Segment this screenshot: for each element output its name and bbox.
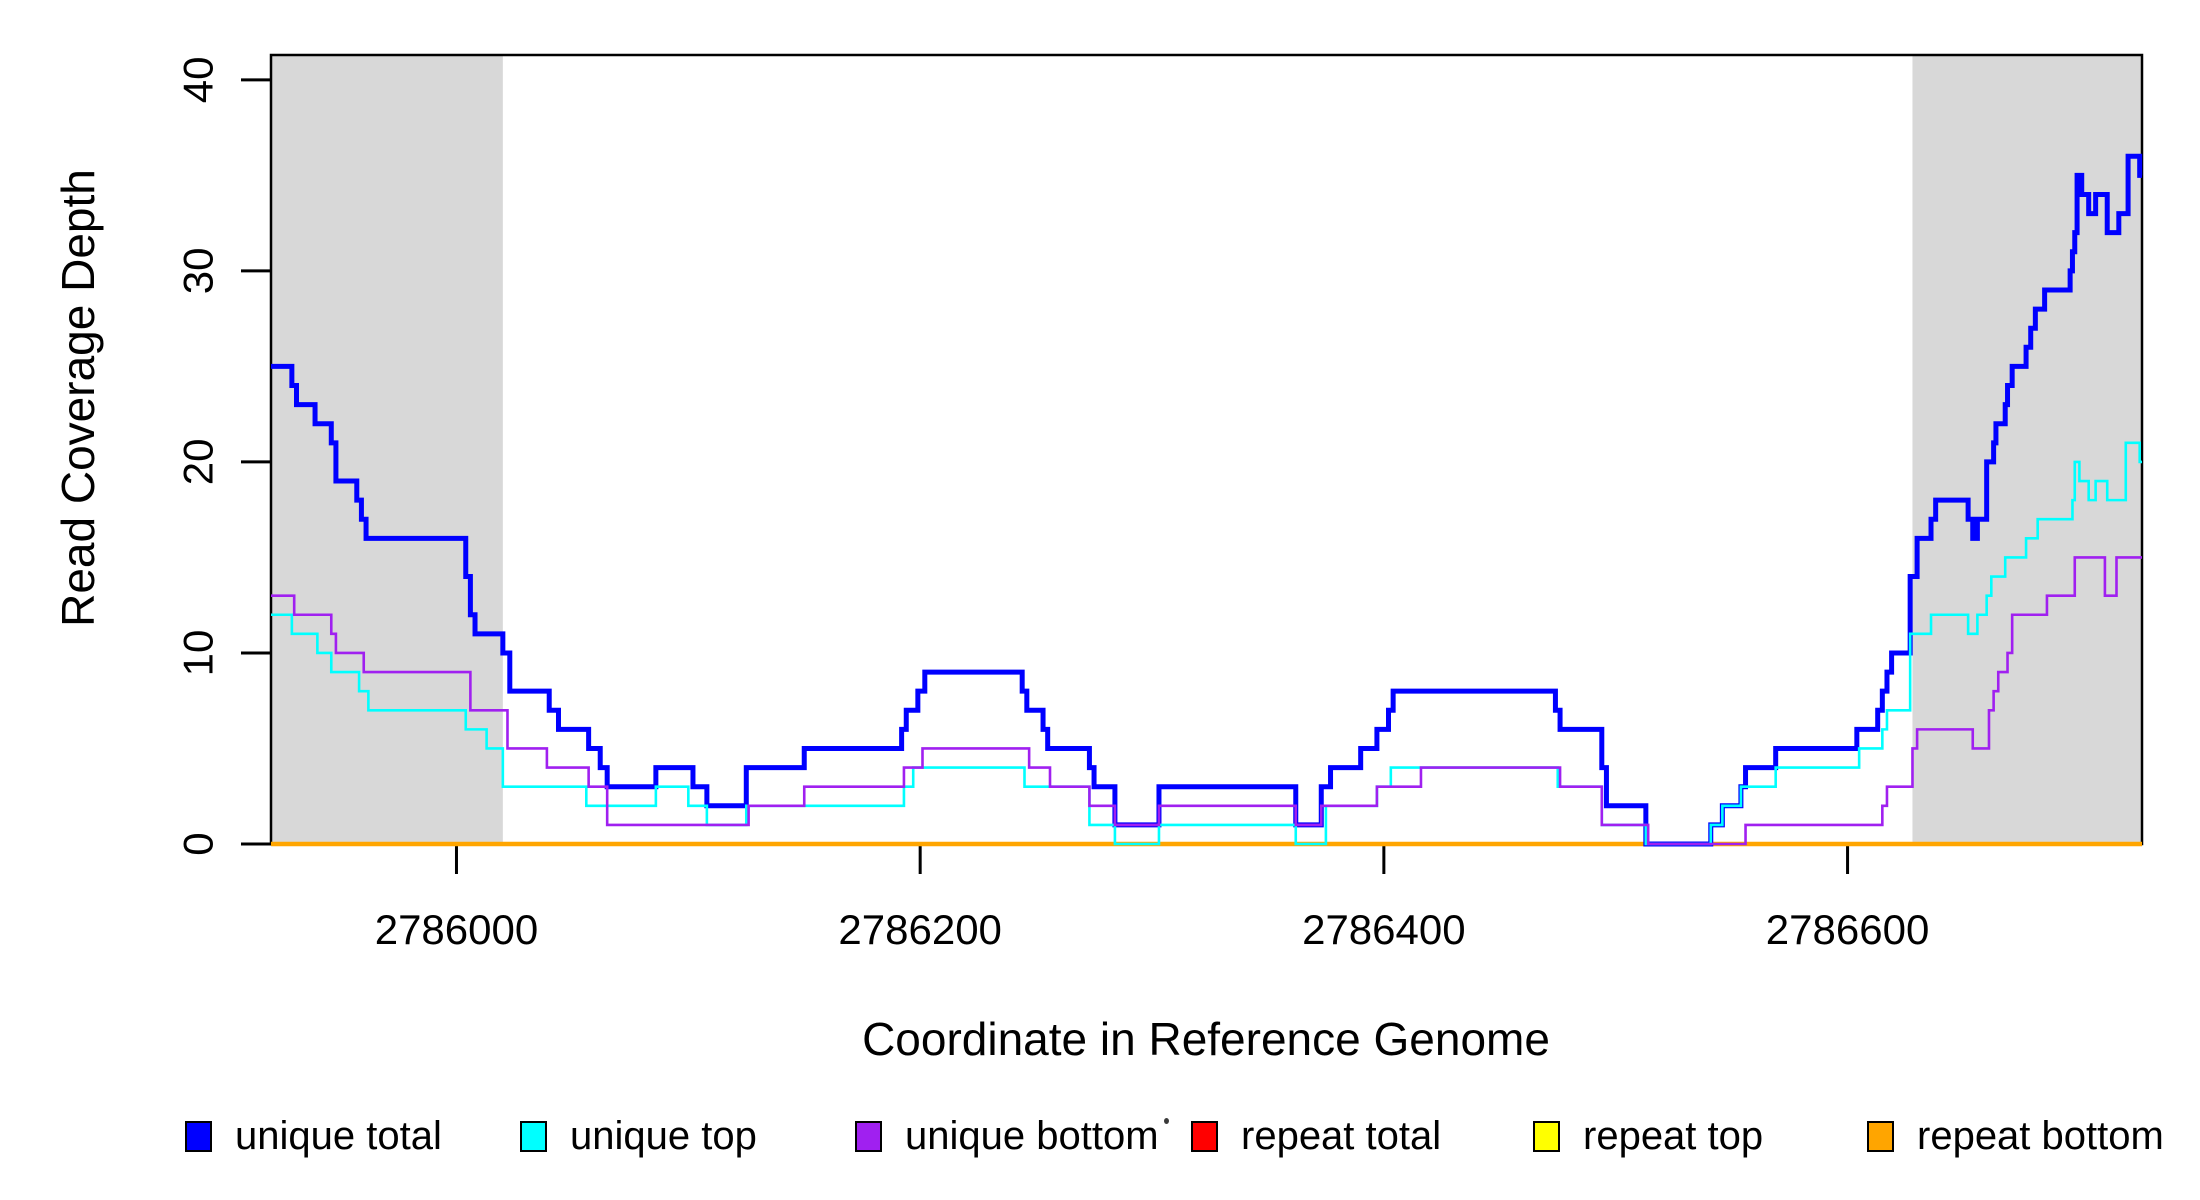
x-tick-label: 2786000: [375, 906, 539, 953]
series-unique-total: [271, 153, 2143, 847]
legend-label: unique total: [235, 1114, 442, 1158]
legend-artifact-dot: [1164, 1118, 1169, 1124]
series-unique-top: [271, 441, 2142, 846]
y-tick-label: 0: [175, 832, 222, 855]
plot-box: [269, 53, 2144, 846]
unique-top-swatch-icon: [520, 1121, 547, 1152]
legend-label: repeat top: [1583, 1114, 1764, 1158]
legend-label: unique top: [570, 1114, 757, 1158]
legend-item-unique-bottom: unique bottom: [855, 1114, 1159, 1159]
legend-item-repeat-total: repeat total: [1191, 1114, 1441, 1159]
repeat-top-swatch-icon: [1533, 1121, 1560, 1152]
series-unique-bottom: [271, 556, 2142, 846]
shaded-flank-region: [271, 56, 503, 843]
x-tick-label: 2786600: [1766, 906, 1930, 953]
legend-item-repeat-top: repeat top: [1533, 1114, 1763, 1159]
coverage-step-plot: 2786000 2786200 2786400 2786600 0 10 20 30 40: [175, 53, 2144, 953]
unique-total-swatch-icon: [185, 1121, 212, 1152]
unique-bottom-swatch-icon: [855, 1121, 882, 1152]
legend-label: repeat total: [1241, 1114, 1442, 1158]
legend-label: repeat bottom: [1917, 1114, 2164, 1158]
y-tick-label: 20: [175, 439, 222, 486]
y-axis-title: Read Coverage Depth: [52, 169, 104, 627]
legend-item-repeat-bottom: repeat bottom: [1867, 1114, 2164, 1159]
legend-label: unique bottom: [905, 1114, 1159, 1158]
legend-item-unique-top: unique top: [520, 1114, 757, 1159]
x-tick-label: 2786200: [838, 906, 1002, 953]
y-tick-label: 10: [175, 630, 222, 677]
repeat-total-swatch-icon: [1191, 1121, 1218, 1152]
y-tick-label: 30: [175, 248, 222, 295]
repeat-bottom-swatch-icon: [1867, 1121, 1894, 1152]
x-axis-title: Coordinate in Reference Genome: [862, 1013, 1550, 1065]
x-tick-label: 2786400: [1302, 906, 1466, 953]
legend-item-unique-total: unique total: [185, 1114, 442, 1159]
shaded-flank-region: [1912, 56, 2142, 843]
y-tick-label: 40: [175, 56, 222, 103]
